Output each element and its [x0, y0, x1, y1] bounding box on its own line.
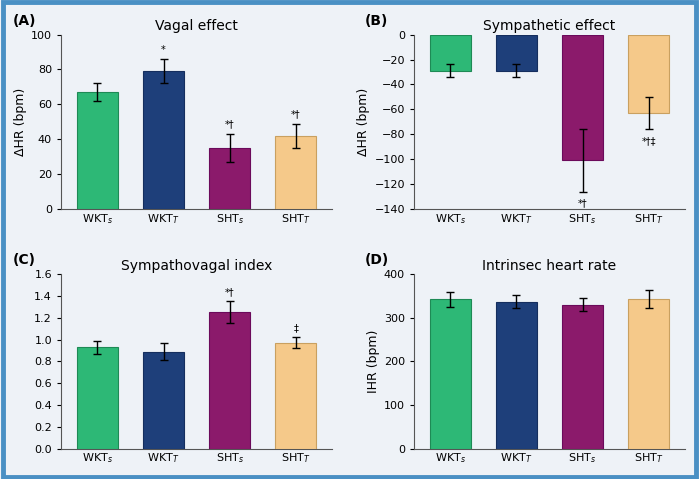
- Text: (C): (C): [13, 253, 35, 267]
- Bar: [628, 299, 669, 448]
- Bar: [275, 343, 317, 448]
- Bar: [209, 148, 250, 209]
- Bar: [496, 34, 537, 71]
- Text: (B): (B): [365, 13, 389, 28]
- Text: *†: *†: [291, 109, 301, 119]
- Bar: [430, 34, 471, 71]
- Text: *†: *†: [578, 199, 587, 208]
- Y-axis label: ΔHR (bpm): ΔHR (bpm): [14, 88, 27, 156]
- Bar: [275, 136, 317, 209]
- Bar: [562, 34, 603, 160]
- Bar: [143, 352, 184, 448]
- Bar: [143, 71, 184, 209]
- Bar: [562, 305, 603, 448]
- Title: Vagal effect: Vagal effect: [155, 20, 238, 34]
- Bar: [77, 347, 118, 448]
- Y-axis label: ΔHR (bpm): ΔHR (bpm): [357, 88, 370, 156]
- Bar: [77, 92, 118, 209]
- Y-axis label: IHR (bpm): IHR (bpm): [366, 330, 380, 393]
- Text: *†: *†: [225, 120, 235, 130]
- Bar: [430, 299, 471, 448]
- Bar: [628, 34, 669, 113]
- Title: Sympathovagal index: Sympathovagal index: [121, 259, 273, 273]
- Text: *†‡: *†‡: [642, 136, 656, 146]
- Text: *†: *†: [225, 287, 235, 297]
- Text: *: *: [161, 45, 166, 55]
- Text: ‡: ‡: [294, 323, 298, 333]
- Title: Intrinsec heart rate: Intrinsec heart rate: [482, 259, 617, 273]
- Title: Sympathetic effect: Sympathetic effect: [484, 20, 616, 34]
- Text: (A): (A): [13, 13, 36, 28]
- Text: (D): (D): [365, 253, 389, 267]
- Bar: [209, 312, 250, 448]
- Bar: [496, 302, 537, 448]
